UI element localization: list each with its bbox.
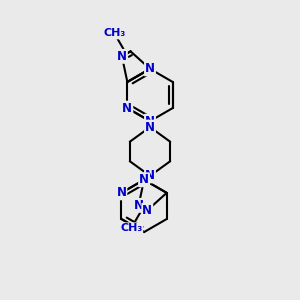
Text: N: N: [145, 115, 155, 128]
Text: CH₃: CH₃: [120, 223, 142, 233]
Text: N: N: [117, 50, 127, 63]
Text: N: N: [145, 121, 155, 134]
Text: N: N: [134, 199, 144, 212]
Text: N: N: [145, 169, 155, 182]
Text: N: N: [145, 62, 155, 75]
Text: N: N: [139, 173, 149, 186]
Text: CH₃: CH₃: [103, 28, 126, 38]
Text: N: N: [122, 102, 132, 115]
Text: N: N: [142, 204, 152, 217]
Text: N: N: [116, 186, 126, 200]
